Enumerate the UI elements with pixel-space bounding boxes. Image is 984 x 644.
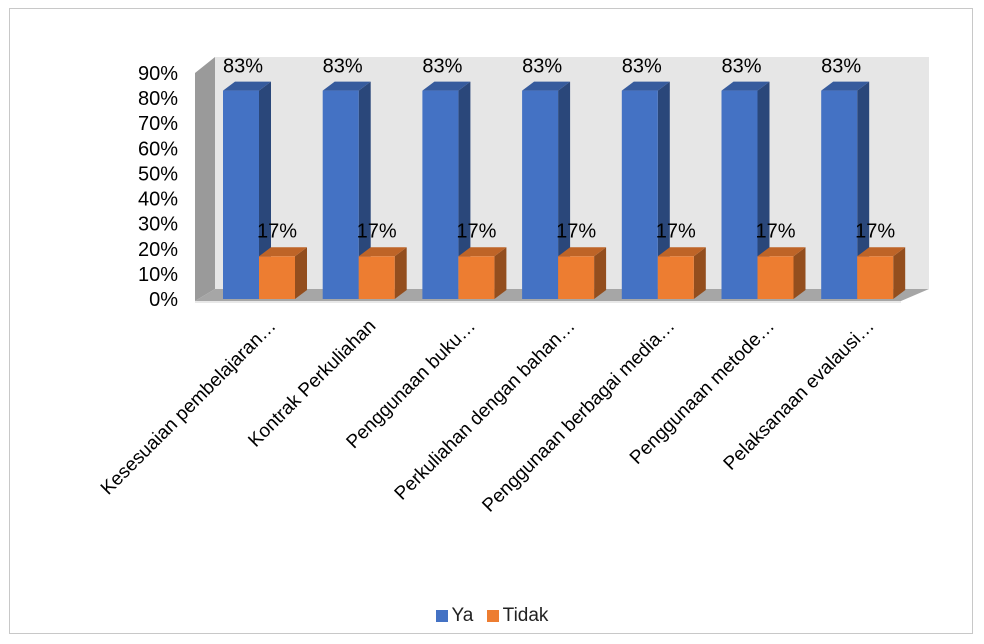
bar-tidak [259,256,295,299]
legend: Ya Tidak [10,605,974,628]
category-label: Kesesuaian pembelajaran… [97,316,281,500]
legend-label-tidak: Tidak [502,605,549,626]
bar-tidak [358,256,395,299]
data-label-ya: 83% [522,56,562,78]
data-label-ya: 83% [622,56,662,78]
bar-tidak-side [793,247,806,299]
y-tick-label: 90% [138,63,178,85]
legend-swatch-tidak [486,610,499,622]
bar-tidak-top [757,247,806,257]
bar-tidak-side [594,247,607,299]
bar-tidak [657,256,694,299]
data-label-tidak: 17% [456,220,496,242]
bar-tidak [458,256,495,299]
bar-tidak-top [657,247,706,257]
data-label-ya: 83% [323,56,363,78]
legend-item-tidak: Tidak [486,605,549,627]
y-tick-label: 60% [138,138,178,160]
bar-tidak-top [458,247,507,257]
y-tick-label: 0% [149,289,178,311]
data-label-ya: 83% [223,56,263,78]
bar-tidak [757,256,794,299]
bar-tidak-top [358,247,407,257]
bar-ya-top [821,81,870,91]
y-tick-label: 30% [138,214,178,236]
bar-ya-side [259,81,271,299]
y-tick-label: 20% [138,239,178,261]
y-tick-label: 70% [138,113,178,135]
data-label-tidak: 17% [357,220,397,242]
bar-tidak-top [259,247,307,257]
bar-ya-top [721,81,770,91]
y-tick-label: 40% [138,189,178,211]
bar-ya-side [358,81,371,299]
bar-ya [422,90,459,299]
y-tick-label: 50% [138,163,178,185]
bar-ya-top [422,81,471,91]
bar-ya [621,90,658,299]
bar-ya [223,90,259,299]
legend-swatch-ya [435,610,448,622]
bar-ya-side [558,81,571,299]
bar-ya-side [458,81,471,299]
bar-ya-side [657,81,670,299]
chart-frame: 0% 10% 20% 30% 40% 50% 60% 70% 80% 90% 83% 17% Keses… [9,8,973,634]
bar-tidak-top [558,247,607,257]
bar-ya-side [757,81,770,299]
data-label-tidak: 17% [855,220,895,242]
data-label-ya: 83% [721,56,761,78]
data-label-ya: 83% [422,56,462,78]
bar-tidak-side [693,247,706,299]
legend-label-ya: Ya [451,605,474,626]
y-tick-label: 10% [138,264,178,286]
bar-ya-top [621,81,670,91]
side-wall [195,57,215,301]
bar-tidak [857,256,894,299]
bar-ya [522,90,559,299]
bar-ya-top [522,81,571,91]
bar-ya-top [223,81,271,91]
data-label-tidak: 17% [257,220,297,242]
category-label: Penggunaan berbagai media… [478,316,679,517]
bar-tidak-side [494,247,507,299]
bar-tidak-top [857,247,906,257]
data-label-tidak: 17% [755,220,795,242]
data-label-tidak: 17% [656,220,696,242]
bar-tidak-side [394,247,407,299]
bar-chart: 0% 10% 20% 30% 40% 50% 60% 70% 80% 90% 83% 17% Keses… [97,56,929,517]
bar-ya [721,90,758,299]
data-label-ya: 83% [821,56,861,78]
bar-ya-side [857,81,870,299]
legend-item-ya: Ya [435,605,474,627]
bar-tidak [558,256,595,299]
y-tick-label: 80% [138,88,178,110]
bar-tidak-side [295,247,307,299]
bar-ya [322,90,359,299]
data-label-tidak: 17% [556,220,596,242]
bar-ya [821,90,858,299]
bar-ya-top [322,81,371,91]
category-label: Perkuliahan dengan bahan… [391,316,580,505]
bar-tidak-side [893,247,906,299]
